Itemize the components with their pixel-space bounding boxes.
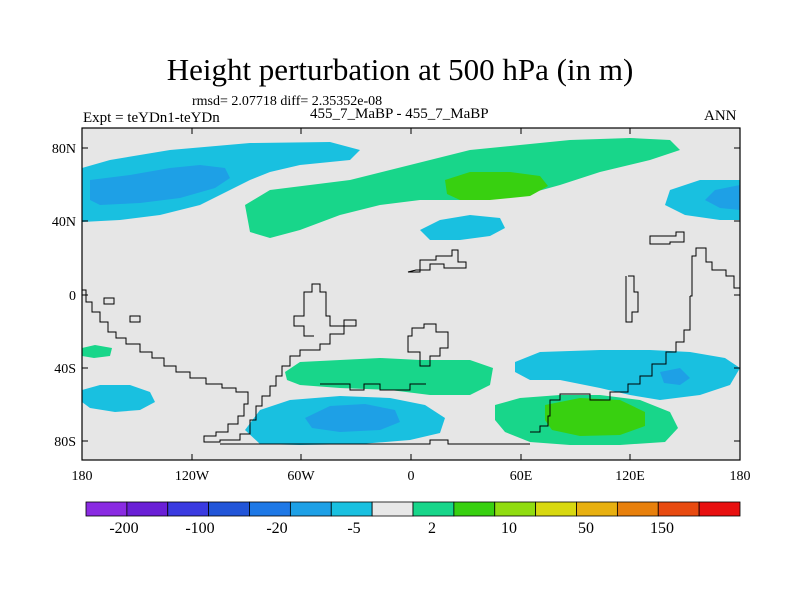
colorbar-label: -100 bbox=[185, 520, 214, 537]
y-tick-label: 80N bbox=[52, 142, 76, 157]
colorbar-box bbox=[412, 501, 455, 517]
experiment-label: Expt = teYDn1-teYDn bbox=[83, 110, 220, 126]
colorbar-box bbox=[453, 501, 496, 517]
coastline-antarctica bbox=[220, 439, 530, 445]
colorbar-box bbox=[616, 501, 659, 517]
y-tick-labels: 80N 40N 0 40S 80S bbox=[52, 142, 76, 450]
y-tick-label: 40N bbox=[52, 215, 76, 230]
x-tick-label: 0 bbox=[408, 469, 415, 484]
neg-region-north-west-core bbox=[90, 165, 230, 205]
pos-region-north-core bbox=[445, 172, 548, 200]
coastline-europe-africa bbox=[407, 323, 449, 367]
plot-title: Height perturbation at 500 hPa (in m) bbox=[166, 52, 634, 87]
colorbar-label: -200 bbox=[109, 520, 138, 537]
colorbar-box bbox=[371, 501, 414, 517]
pos-region-south-small bbox=[82, 345, 112, 358]
pos-region-south-mid bbox=[285, 358, 493, 395]
y-tick-label: 40S bbox=[54, 362, 76, 377]
case-label: 455_7_MaBP - 455_7_MaBP bbox=[310, 106, 489, 122]
contour-fields bbox=[82, 138, 740, 445]
colorbar-label: 50 bbox=[578, 520, 594, 537]
x-tick-label: 180 bbox=[730, 469, 751, 484]
colorbar bbox=[85, 501, 741, 517]
coastline-islands-sw bbox=[103, 297, 141, 323]
colorbar-label: 150 bbox=[650, 520, 674, 537]
colorbar-label: 10 bbox=[501, 520, 517, 537]
x-tick-label: 180 bbox=[72, 469, 93, 484]
coastlines bbox=[82, 231, 740, 445]
season-label: ANN bbox=[704, 108, 737, 124]
neg-region-south-pacific-core bbox=[305, 404, 400, 432]
neg-region-north-east-core bbox=[705, 185, 740, 210]
y-tick-label: 0 bbox=[69, 289, 76, 304]
x-tick-label: 60E bbox=[510, 469, 533, 484]
colorbar-box bbox=[289, 501, 332, 517]
x-tick-labels: 180 120W 60W 0 60E 120E 180 bbox=[72, 469, 751, 484]
stats-label: rmsd= 2.07718 diff= 2.35352e-08 bbox=[192, 94, 383, 109]
coastline-northeast-island bbox=[649, 231, 685, 245]
colorbar-label: 2 bbox=[428, 520, 436, 537]
x-tick-label: 120W bbox=[175, 469, 210, 484]
colorbar-box bbox=[698, 501, 741, 517]
colorbar-labels: -200 -100 -20 -5 2 10 50 150 bbox=[109, 520, 674, 537]
coastline-north-west bbox=[407, 249, 467, 273]
colorbar-box bbox=[657, 501, 700, 517]
coastline-india bbox=[625, 275, 639, 323]
coastline-east bbox=[690, 247, 740, 297]
y-tick-label: 80S bbox=[54, 435, 76, 450]
coastline-south bbox=[320, 383, 426, 391]
coastline-asia bbox=[530, 296, 691, 433]
colorbar-box bbox=[167, 501, 210, 517]
colorbar-box bbox=[494, 501, 537, 517]
neg-region-south-atlantic bbox=[82, 385, 155, 412]
colorbar-box bbox=[535, 501, 577, 517]
colorbar-box bbox=[330, 501, 373, 517]
colorbar-box bbox=[85, 501, 128, 517]
y-axis bbox=[82, 147, 740, 442]
neg-region-north-mid bbox=[420, 215, 505, 240]
neg-region-south-indian bbox=[515, 350, 740, 400]
x-tick-label: 60W bbox=[287, 469, 315, 484]
x-axis bbox=[81, 128, 741, 460]
colorbar-box bbox=[126, 501, 169, 517]
coastline-americas bbox=[82, 283, 357, 443]
x-tick-label: 120E bbox=[615, 469, 645, 484]
colorbar-label: -5 bbox=[347, 520, 360, 537]
pos-region-south-east-core bbox=[545, 398, 645, 436]
colorbar-label: -20 bbox=[266, 520, 287, 537]
colorbar-box bbox=[208, 501, 250, 517]
neg-region-south-indian-core bbox=[660, 368, 690, 385]
colorbar-box bbox=[249, 501, 291, 517]
colorbar-box bbox=[576, 501, 618, 517]
